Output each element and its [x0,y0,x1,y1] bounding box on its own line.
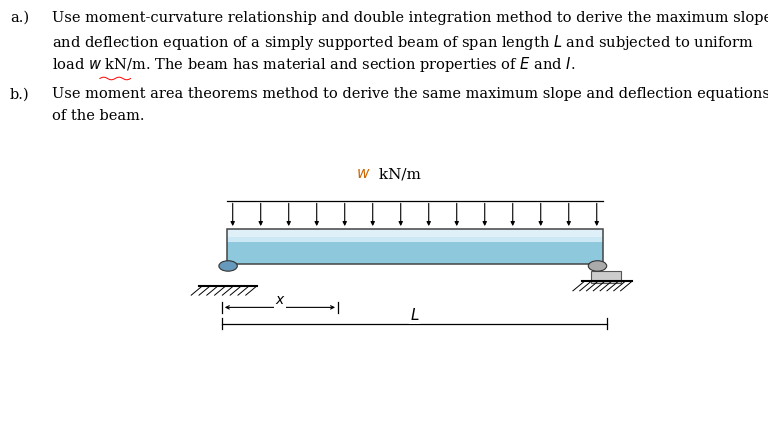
Bar [227,229,603,237]
Text: $w$: $w$ [356,167,370,181]
Text: $L$: $L$ [409,307,419,323]
Text: b.): b.) [10,87,30,101]
Text: of the beam.: of the beam. [52,109,144,123]
Text: Use moment area theorems method to derive the same maximum slope and deflection : Use moment area theorems method to deriv… [52,87,768,101]
Text: $x$: $x$ [275,293,285,307]
Bar [227,229,603,242]
Text: a.): a.) [10,11,29,25]
Circle shape [588,261,607,271]
Bar [591,271,621,283]
Text: Use moment-curvature relationship and double integration method to derive the ma: Use moment-curvature relationship and do… [52,11,768,25]
Bar [227,242,603,264]
Text: load $w$ kN/m. The beam has material and section properties of $E$ and $I$.: load $w$ kN/m. The beam has material and… [52,54,575,74]
Circle shape [219,261,237,271]
Text: kN/m: kN/m [374,167,421,181]
Bar [227,229,603,264]
Text: and deflection equation of a simply supported beam of span length $L$ and subjec: and deflection equation of a simply supp… [52,33,754,52]
